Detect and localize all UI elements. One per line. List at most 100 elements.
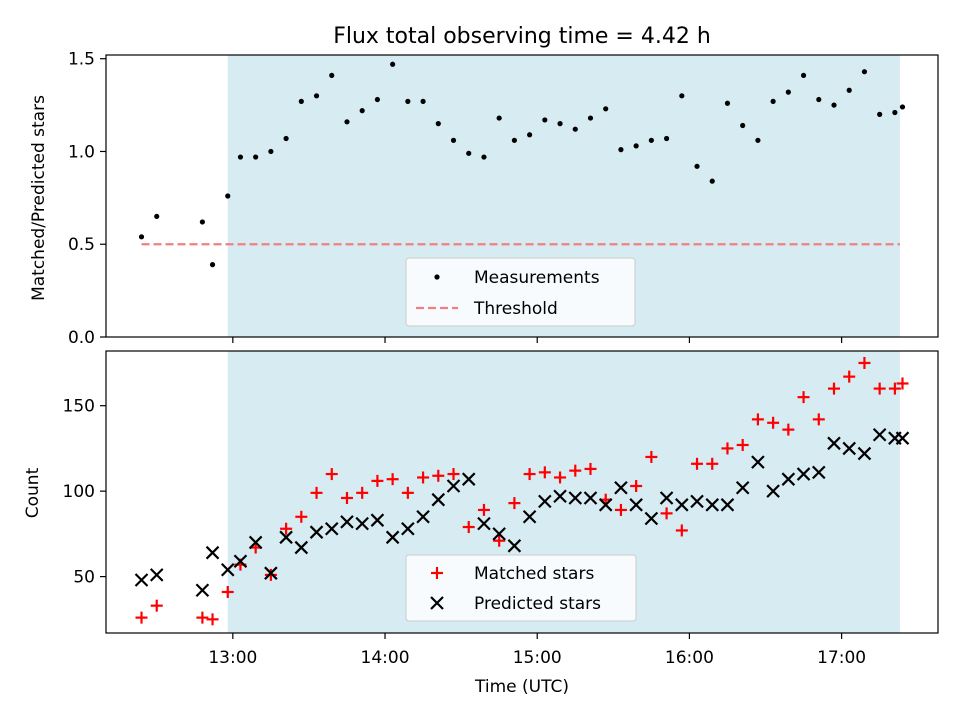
- predicted-star-point: [401, 521, 415, 536]
- predicted-star-stroke: [324, 521, 339, 536]
- matched-star-point: [221, 585, 234, 598]
- predicted-star-point: [644, 511, 659, 526]
- legend-measurements-marker: [434, 274, 440, 280]
- top-y-ticks: 0.0 0.5 1.0 1.5: [68, 50, 106, 348]
- matched-star-point: [280, 522, 293, 535]
- matched-star-point: [340, 491, 353, 504]
- chart-title: Flux total observing time = 4.42 h: [333, 24, 711, 49]
- measurement-point: [603, 106, 609, 112]
- legend-predicted-marker: [430, 596, 444, 610]
- measurement-point: [785, 89, 791, 95]
- predicted-star-stroke: [872, 427, 887, 442]
- matched-star-point: [310, 486, 323, 499]
- predicted-star-point: [220, 562, 235, 577]
- measurement-point: [374, 96, 381, 103]
- predicted-star-stroke: [195, 583, 210, 598]
- predicted-star-point: [659, 491, 674, 505]
- predicted-star-stroke: [538, 494, 552, 509]
- predicted-star-point: [553, 489, 567, 504]
- predicted-star-stroke: [294, 540, 309, 555]
- measurement-point: [420, 98, 426, 104]
- matched-star-point: [751, 413, 764, 426]
- predicted-star-stroke: [675, 498, 689, 512]
- measurement-point: [542, 117, 548, 123]
- measurement-point: [199, 219, 205, 225]
- predicted-star-stroke: [598, 498, 613, 512]
- matched-star-point: [325, 468, 338, 481]
- top-legend-box: [405, 257, 636, 327]
- measurement-point: [877, 111, 883, 117]
- predicted-star-point: [279, 530, 293, 545]
- predicted-star-stroke: [461, 472, 476, 486]
- measurement-point: [344, 119, 350, 125]
- predicted-star-point: [583, 491, 598, 505]
- predicted-star-stroke: [583, 491, 598, 505]
- measurement-point: [268, 148, 274, 155]
- predicted-star-point: [324, 521, 339, 536]
- predicted-star-stroke: [614, 480, 628, 495]
- matched-star-point: [706, 457, 719, 470]
- predicted-star-stroke: [568, 491, 583, 505]
- matched-star-point: [812, 413, 825, 426]
- top-x-ticks: [232, 337, 843, 343]
- predicted-star-stroke: [553, 489, 567, 504]
- top-y-tick-label: 1.0: [68, 142, 95, 162]
- predicted-star-stroke: [416, 510, 430, 524]
- measurement-point: [557, 121, 563, 127]
- predicted-star-point: [340, 515, 354, 529]
- matched-star-point: [828, 382, 840, 395]
- matched-star-point: [196, 611, 209, 624]
- matched-star-point: [767, 416, 780, 429]
- predicted-star-stroke: [659, 491, 674, 505]
- predicted-star-point: [538, 494, 552, 509]
- predicted-star-point: [446, 479, 461, 493]
- legend-matched-marker: [431, 567, 443, 579]
- predicted-star-point: [705, 498, 720, 512]
- predicted-star-point: [872, 427, 887, 442]
- matched-star-point: [538, 466, 551, 479]
- predicted-star-point: [149, 568, 164, 582]
- matched-star-point: [417, 471, 430, 484]
- predicted-star-point: [431, 492, 446, 507]
- measurement-point: [572, 126, 578, 132]
- matched-star-point: [523, 468, 536, 481]
- predicted-star-point: [735, 480, 750, 495]
- matched-star-point: [736, 439, 749, 451]
- predicted-star-stroke: [720, 498, 735, 512]
- measurement-point: [846, 87, 852, 93]
- predicted-star-point: [690, 494, 704, 509]
- predicted-star-stroke: [355, 516, 369, 531]
- predicted-star-point: [355, 516, 369, 531]
- measurement-point: [466, 150, 472, 156]
- predicted-star-point: [294, 540, 309, 555]
- matched-star-point: [264, 568, 277, 581]
- predicted-star-stroke: [492, 527, 506, 541]
- matched-star-point: [675, 524, 688, 537]
- measurement-point: [154, 213, 160, 220]
- predicted-star-point: [264, 566, 278, 580]
- matched-star-point: [569, 464, 582, 477]
- matched-star-point: [477, 503, 490, 516]
- x-tick-label: 15:00: [513, 648, 562, 668]
- legend-measurements-label: Measurements: [474, 268, 600, 288]
- predicted-star-point: [233, 554, 248, 568]
- measurement-point: [138, 234, 145, 240]
- measurement-point: [679, 93, 685, 99]
- top-panel: 0.0 0.5 1.0 1.5 Matched/Predicted stars Mea…: [29, 50, 939, 348]
- predicted-star-point: [205, 545, 220, 560]
- x-tick-label: 14:00: [361, 648, 410, 668]
- predicted-star-point: [781, 472, 796, 486]
- measurement-point: [298, 98, 304, 104]
- predicted-star-point: [248, 535, 263, 550]
- predicted-star-point: [370, 513, 385, 527]
- measurement-point: [633, 143, 639, 149]
- matched-star-point: [432, 469, 445, 482]
- matched-star-point: [797, 391, 810, 404]
- matched-star-point: [630, 480, 643, 493]
- predicted-star-stroke: [766, 484, 780, 498]
- predicted-star-point: [796, 467, 811, 481]
- matched-star-point: [493, 534, 506, 547]
- measurement-point: [313, 93, 320, 99]
- predicted-star-stroke: [205, 545, 220, 560]
